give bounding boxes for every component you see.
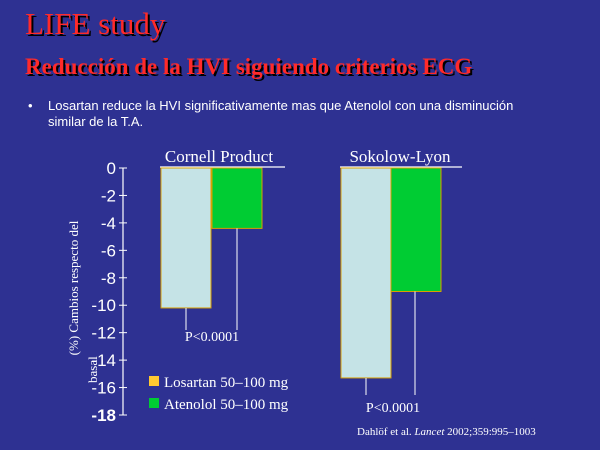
legend-swatch [149,376,159,386]
y-axis-title-line1: (%) Cambios respecto del [66,220,81,355]
y-tick-label: -12 [91,324,116,343]
bar-losartan [340,167,392,379]
bullet-dot-icon: • [28,98,33,113]
y-tick-label: -4 [101,214,116,233]
y-tick-label: 0 [107,159,116,178]
bar-atenolol [211,167,263,229]
y-tick-label: -16 [91,379,116,398]
y-tick-label: -2 [101,186,116,205]
citation: Dahlöf et al. Lancet 2002;359:995–1003 [357,426,536,438]
slide-subtitle: Reducción de la HVI siguiendo criterios … [25,54,473,79]
legend-swatch [149,398,159,408]
y-tick-label: -18 [91,406,116,425]
bullet-text: Losartan reduce la HVI significativament… [48,98,514,129]
citation-details: 2002;359:995–1003 [444,426,536,438]
p-value-label: P<0.0001 [185,330,239,345]
bar-losartan [160,167,212,309]
slide-title: LIFE study [25,6,166,41]
citation-authors: Dahlöf et al. [357,426,415,438]
y-axis-title-line2: basal [85,356,100,383]
p-value-label: P<0.0001 [366,401,420,416]
legend-label: Losartan 50–100 mg [164,375,289,391]
y-tick-label: -10 [91,296,116,315]
y-tick-label: -14 [91,351,116,370]
bar-atenolol [390,167,442,292]
y-tick-label: -6 [101,241,116,260]
group-label: Sokolow-Lyon [349,147,451,166]
y-tick-label: -8 [101,269,116,288]
legend-label: Atenolol 50–100 mg [164,397,289,413]
group-label: Cornell Product [165,147,273,166]
citation-journal: Lancet [414,426,445,438]
